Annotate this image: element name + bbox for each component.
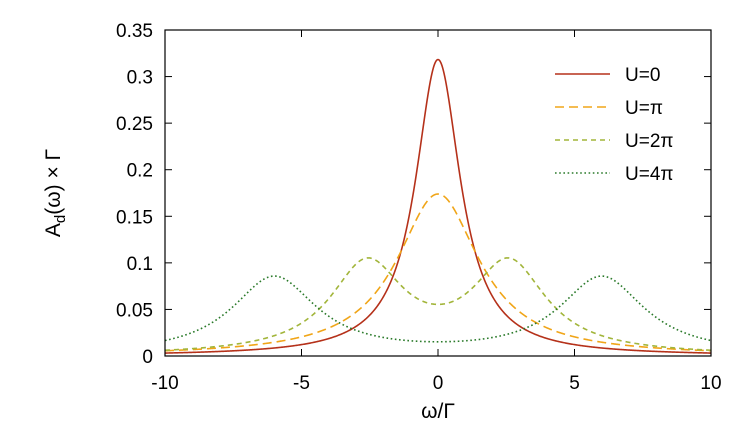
legend-label: U=π bbox=[625, 98, 663, 119]
y-tick-label: 0.05 bbox=[116, 300, 153, 321]
y-tick-label: 0.2 bbox=[127, 161, 153, 182]
x-axis-label: ω/Γ bbox=[421, 400, 455, 423]
x-tick-label: -5 bbox=[293, 373, 310, 394]
y-tick-label: 0 bbox=[142, 347, 153, 368]
y-axis-label: Ad(ω) × Γ bbox=[42, 149, 69, 237]
legend-label: U=4π bbox=[625, 164, 674, 185]
series-line bbox=[165, 193, 711, 352]
x-tick-label: 10 bbox=[700, 373, 721, 394]
y-axis-label-rest: (ω) × Γ bbox=[42, 149, 65, 215]
legend-label: U=2π bbox=[625, 131, 674, 152]
x-tick-label: 5 bbox=[569, 373, 580, 394]
legend: U=0 U=π U=2π U=4π bbox=[555, 65, 674, 185]
series-line bbox=[165, 58, 711, 354]
legend-label: U=0 bbox=[625, 65, 660, 86]
y-axis-label-subscript: d bbox=[52, 215, 69, 223]
y-tick-label: 0.25 bbox=[116, 114, 153, 135]
x-tick-label: 0 bbox=[433, 373, 444, 394]
curves bbox=[165, 58, 711, 354]
series-line bbox=[165, 257, 711, 352]
y-tick-label: 0.1 bbox=[127, 254, 153, 275]
y-tick-label: 0.15 bbox=[116, 207, 153, 228]
y-tick-label: 0.35 bbox=[116, 21, 153, 42]
x-tick-label: -10 bbox=[151, 373, 178, 394]
series-line bbox=[165, 275, 711, 343]
y-tick-label: 0.3 bbox=[127, 68, 153, 89]
y-axis-ticks: 0 0.05 0.1 0.15 0.2 0.25 0.3 0.35 bbox=[116, 21, 711, 368]
x-axis-ticks: -10 -5 0 5 10 bbox=[151, 30, 722, 394]
